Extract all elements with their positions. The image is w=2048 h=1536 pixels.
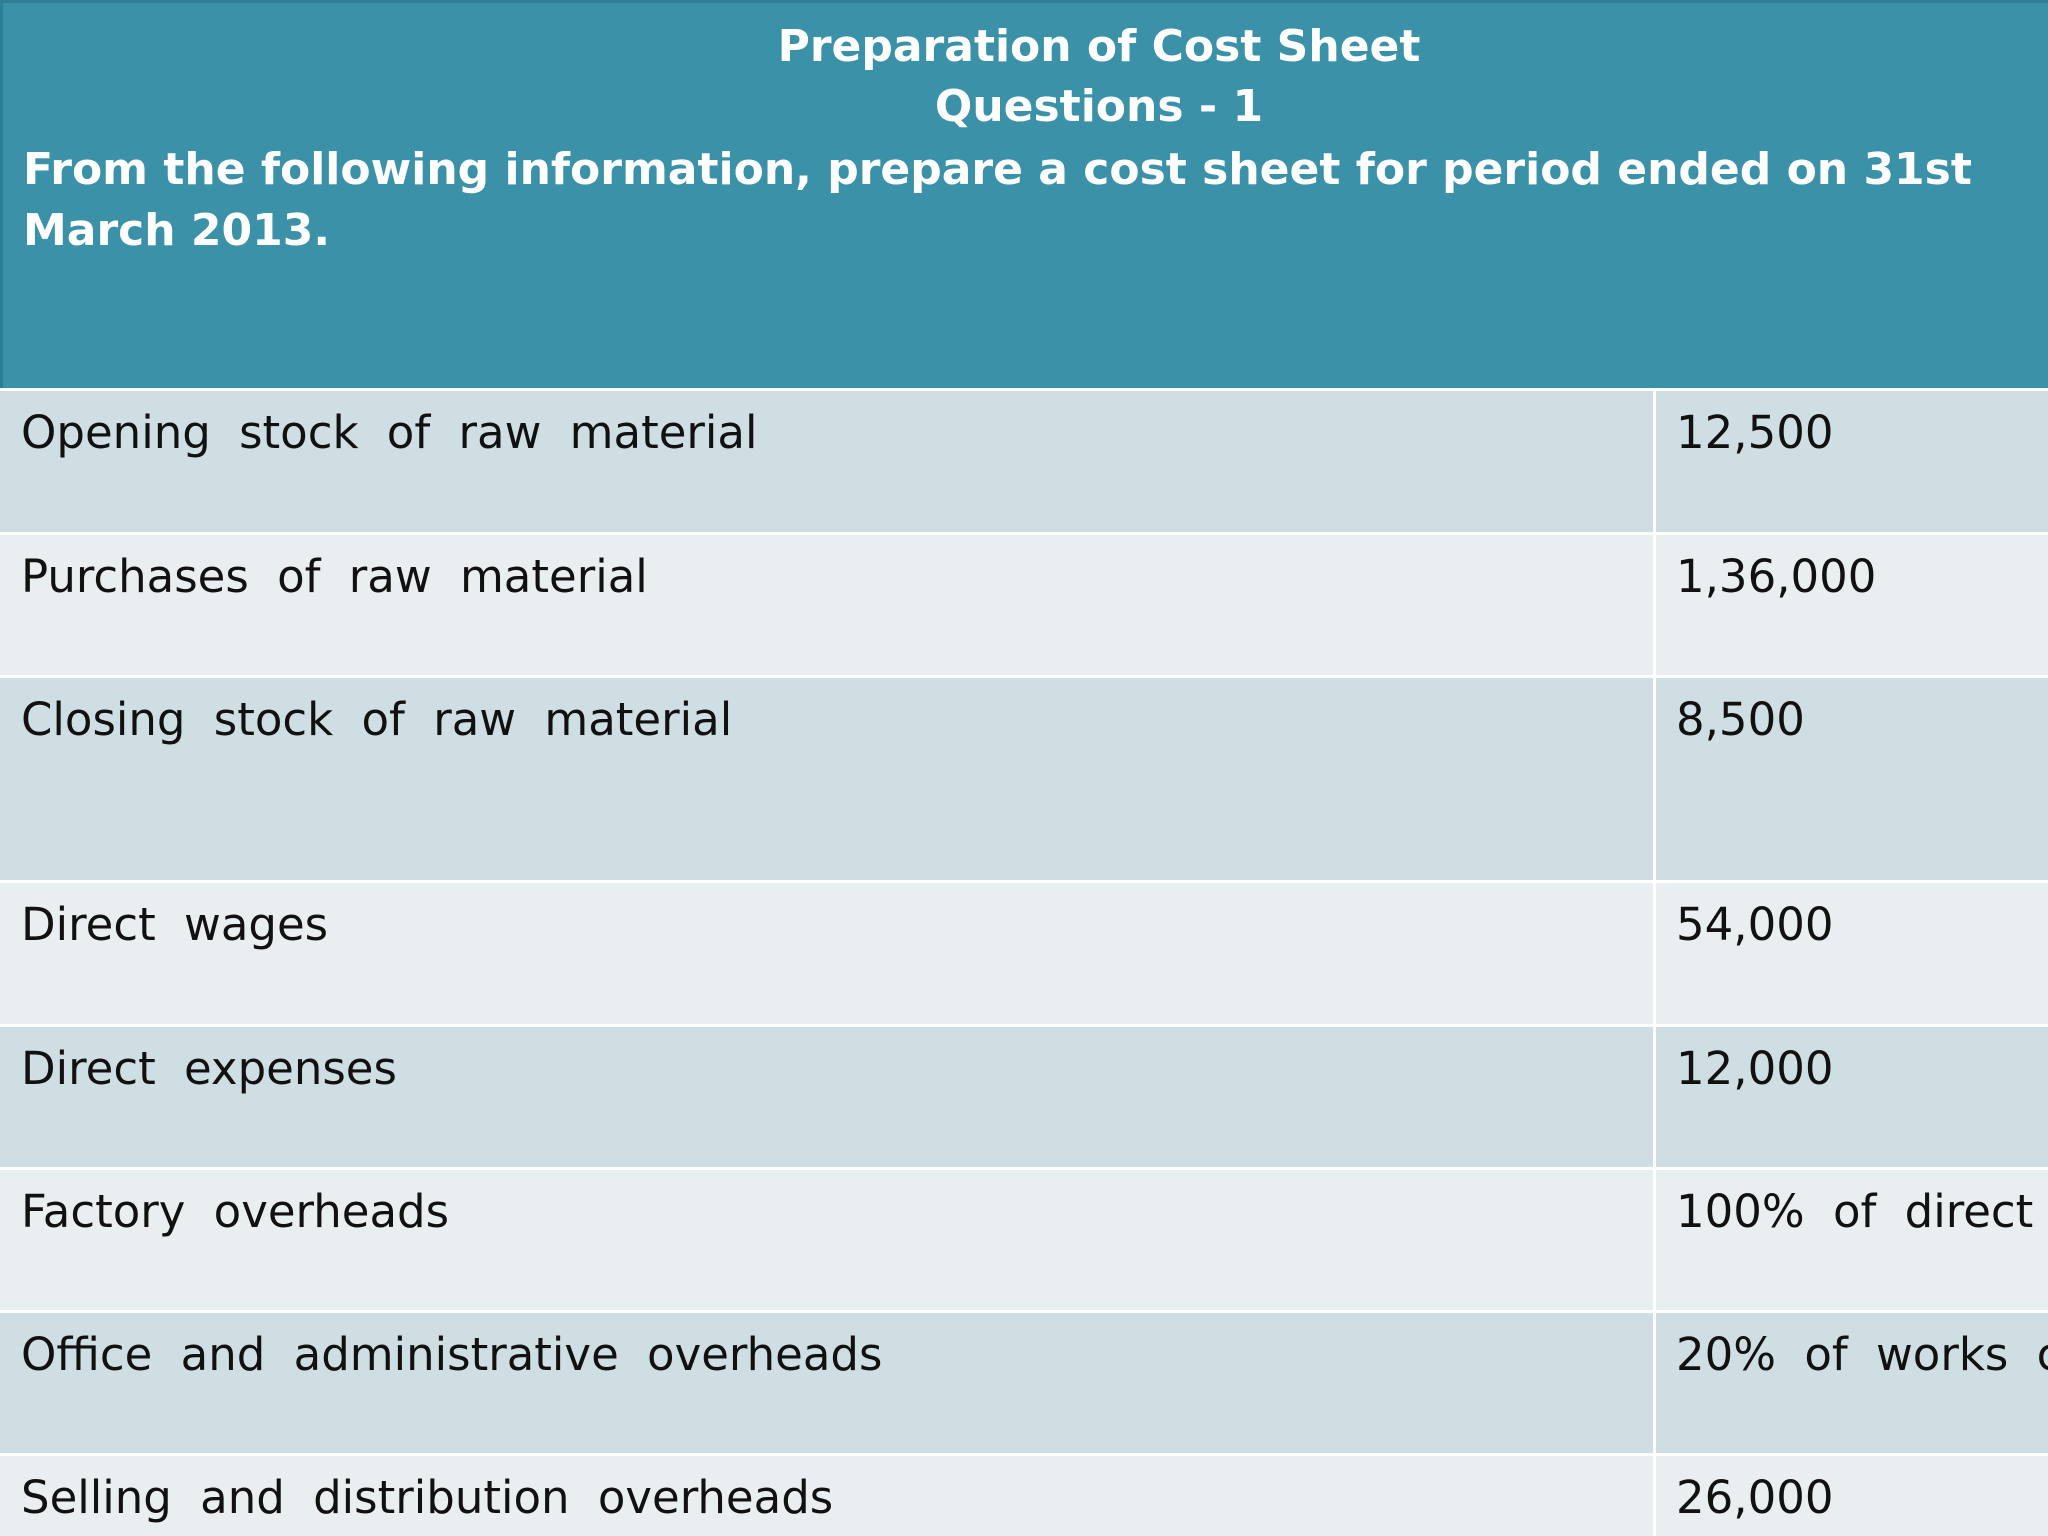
table-row: Purchases of raw material 1,36,000 [0,532,2048,677]
row-value: 54,000 [1676,898,1834,951]
slide-title: Preparation of Cost Sheet [777,21,1421,72]
row-value: 12,000 [1676,1042,1834,1095]
row-value: 20% of works co [1676,1328,2048,1381]
row-label: Closing stock of raw material [21,693,733,746]
row-value: 26,000 [1676,1471,1834,1524]
table-row: Office and administrative overheads 20% … [0,1310,2048,1455]
table-row: Direct wages 54,000 [0,880,2048,1025]
row-label: Purchases of raw material [21,550,648,603]
row-value: 8,500 [1676,693,1805,746]
row-value: 100% of direct w [1676,1185,2048,1238]
row-label: Direct wages [21,898,329,951]
column-divider [1653,1456,1656,1536]
slide-subtitle: Questions - 1 [934,81,1264,132]
row-label: Direct expenses [21,1042,397,1095]
slide-header: Preparation of Cost Sheet Questions - 1 … [0,0,2048,388]
table-row: Closing stock of raw material 8,500 [0,675,2048,881]
column-divider [1653,1027,1656,1169]
column-divider [1653,391,1656,533]
row-label: Factory overheads [21,1185,450,1238]
column-divider [1653,1313,1656,1455]
row-label: Opening stock of raw material [21,406,758,459]
row-value: 12,500 [1676,406,1834,459]
column-divider [1653,535,1656,677]
column-divider [1653,1170,1656,1312]
column-divider [1653,678,1656,881]
table-row: Direct expenses 12,000 [0,1024,2048,1169]
row-label: Office and administrative overheads [21,1328,883,1381]
table-row: Selling and distribution overheads 26,00… [0,1453,2048,1536]
column-divider [1653,883,1656,1025]
table-row: Factory overheads 100% of direct w [0,1167,2048,1312]
question-text: From the following information, prepare … [23,144,1972,256]
table-row: Opening stock of raw material 12,500 [0,388,2048,533]
row-label: Selling and distribution overheads [21,1471,834,1524]
row-value: 1,36,000 [1676,550,1877,603]
